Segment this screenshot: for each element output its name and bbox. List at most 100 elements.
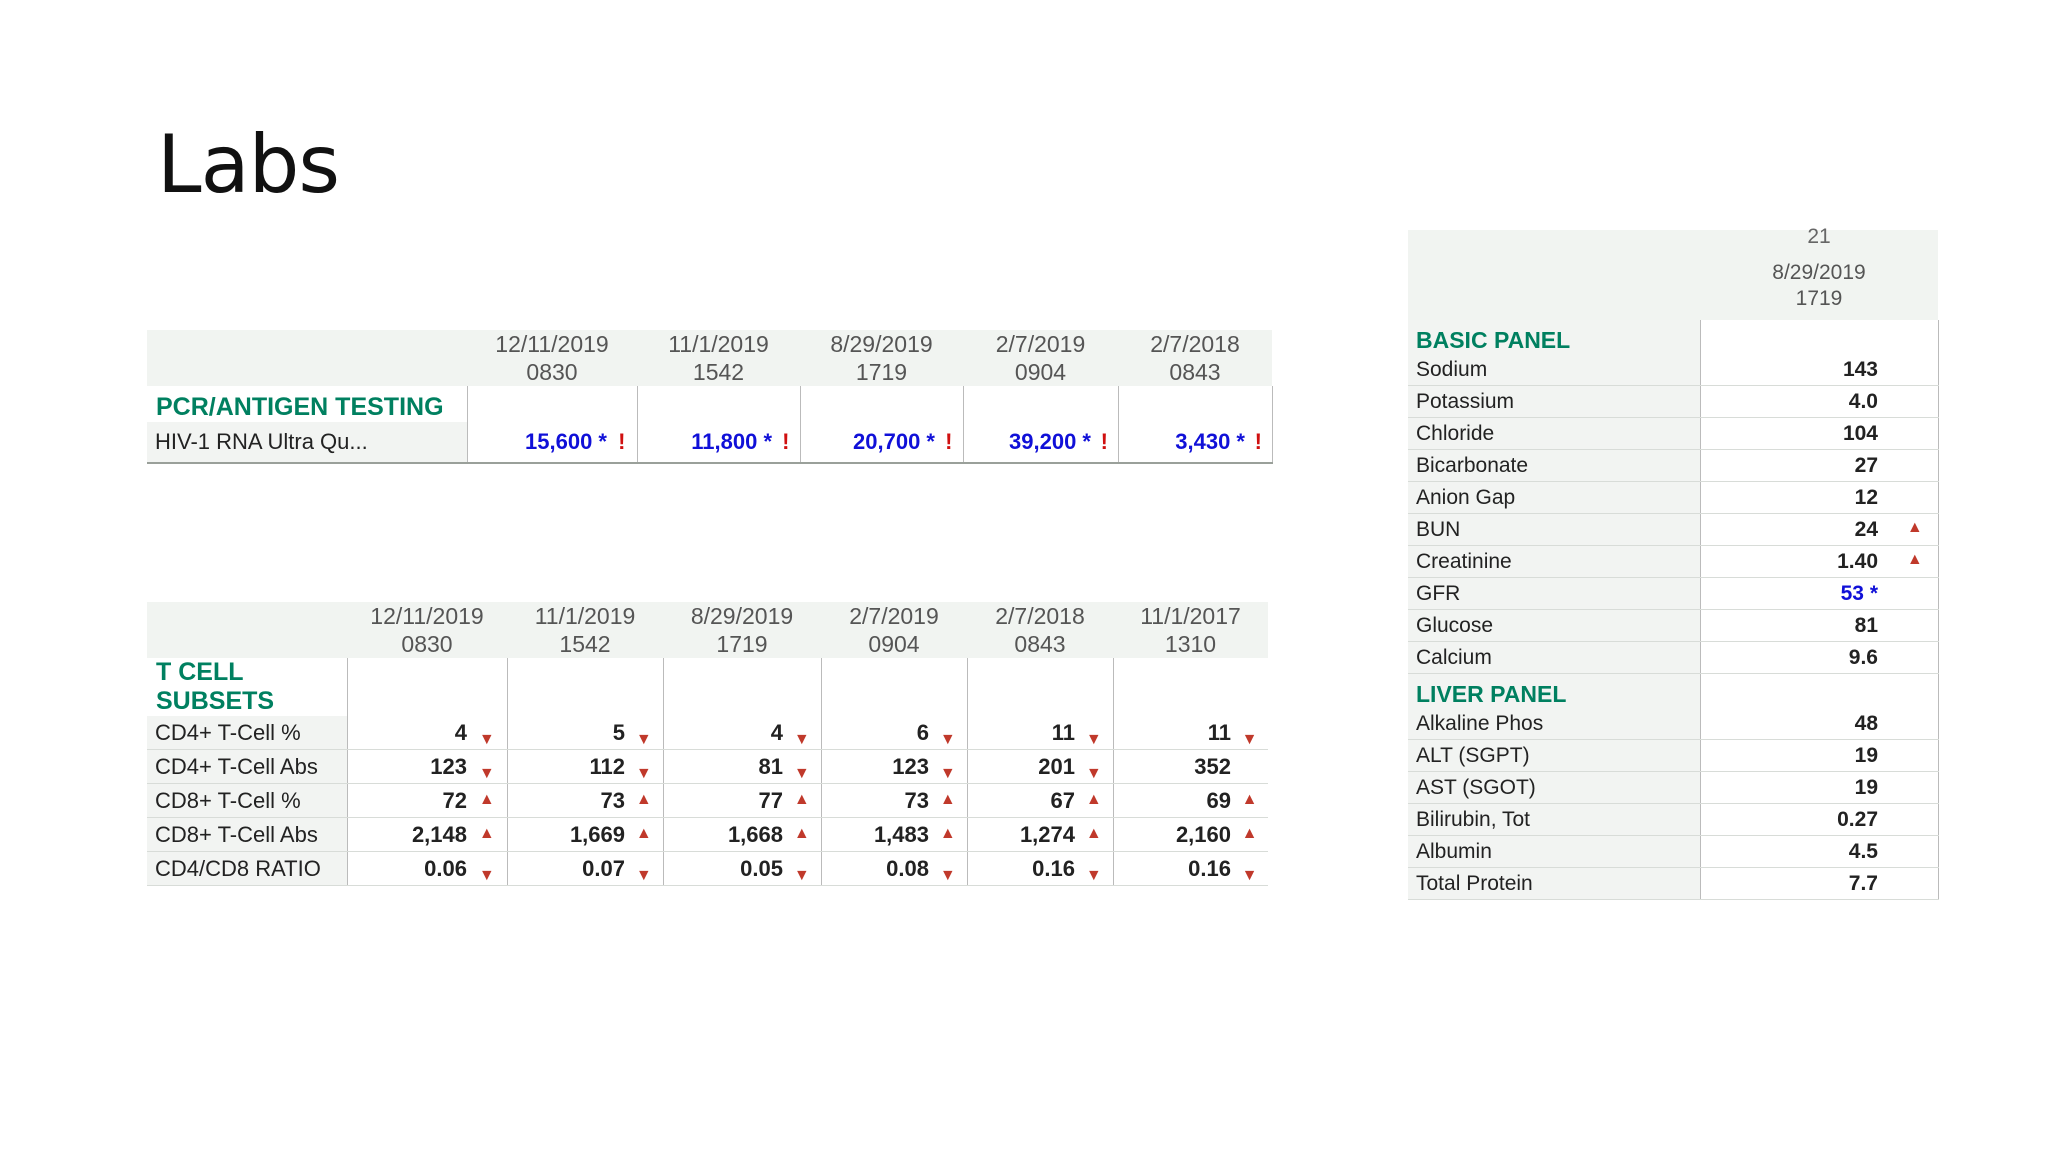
- value-cell[interactable]: 19: [1699, 739, 1892, 772]
- pcr-section-title: PCR/ANTIGEN TESTING: [147, 386, 467, 422]
- pcr-col-2: 11/1/2019 1542: [637, 330, 800, 386]
- row-label: Creatinine: [1408, 545, 1700, 578]
- row-label: CD8+ T-Cell Abs: [147, 817, 347, 852]
- value-cell[interactable]: 4: [662, 716, 783, 750]
- value-cell[interactable]: 1.40: [1699, 545, 1892, 578]
- table-row[interactable]: Bilirubin, Tot 0.27: [1408, 803, 1939, 836]
- value-cell[interactable]: 143: [1699, 354, 1892, 386]
- exclamation-icon: !: [1254, 429, 1262, 454]
- value-cell[interactable]: 69: [1112, 783, 1231, 818]
- table-row[interactable]: Chloride 104: [1408, 417, 1939, 450]
- value-cell[interactable]: 104: [1699, 417, 1892, 450]
- tcell-section-title: T CELL SUBSETS: [147, 658, 347, 716]
- table-row[interactable]: Total Protein 7.7: [1408, 867, 1939, 900]
- value-cell[interactable]: 5: [506, 716, 625, 750]
- exclamation-icon: !: [618, 429, 626, 454]
- value-cell[interactable]: 24: [1699, 513, 1892, 546]
- value-cell[interactable]: 15,600 *: [466, 422, 607, 464]
- value-cell[interactable]: 1,669: [506, 817, 625, 852]
- value-cell[interactable]: 77: [662, 783, 783, 818]
- value-cell[interactable]: 39,200 *: [962, 422, 1091, 464]
- value-cell[interactable]: 7.7: [1699, 867, 1892, 900]
- table-row[interactable]: Calcium 9.6: [1408, 641, 1939, 674]
- value-cell[interactable]: 4.5: [1699, 835, 1892, 868]
- value-cell[interactable]: 0.27: [1699, 803, 1892, 836]
- value-cell[interactable]: 53 *: [1699, 577, 1892, 610]
- pcr-col-1: 12/11/2019 0830: [467, 330, 637, 386]
- value-cell[interactable]: 112: [506, 749, 625, 784]
- table-row[interactable]: CD8+ T-Cell Abs 2,148 ▲ 1,669 ▲ 1,668 ▲ 1,483 ▲ 1…: [147, 817, 1268, 852]
- row-label: Glucose: [1408, 609, 1700, 642]
- table-row[interactable]: Creatinine 1.40 ▲: [1408, 545, 1939, 578]
- value-cell[interactable]: 3,430 *: [1117, 422, 1245, 464]
- table-row[interactable]: Glucose 81: [1408, 609, 1939, 642]
- table-row[interactable]: Potassium 4.0: [1408, 385, 1939, 418]
- value-cell[interactable]: 19: [1699, 771, 1892, 804]
- value-cell[interactable]: 48: [1699, 708, 1892, 740]
- value-cell[interactable]: 73: [820, 783, 929, 818]
- row-label: Calcium: [1408, 641, 1700, 674]
- chem-section-row: LIVER PANEL: [1408, 673, 1939, 708]
- value-cell[interactable]: 352: [1112, 749, 1231, 784]
- value-cell[interactable]: 2,160: [1112, 817, 1231, 852]
- triangle-up-icon: ▲: [635, 824, 652, 842]
- value-cell[interactable]: 72: [346, 783, 467, 818]
- value-cell[interactable]: 20,700 *: [799, 422, 935, 464]
- row-label: AST (SGOT): [1408, 771, 1700, 804]
- value-cell[interactable]: 4.0: [1699, 385, 1892, 418]
- table-row[interactable]: Sodium 143: [1408, 354, 1939, 386]
- value-cell[interactable]: 0.08: [820, 851, 929, 886]
- value-cell[interactable]: 12: [1699, 481, 1892, 514]
- table-row[interactable]: Albumin 4.5: [1408, 835, 1939, 868]
- slide-title: Labs: [157, 118, 340, 211]
- pcr-col-4: 2/7/2019 0904: [963, 330, 1118, 386]
- value-cell[interactable]: 73: [506, 783, 625, 818]
- value-cell[interactable]: 0.05: [662, 851, 783, 886]
- table-row[interactable]: HIV-1 RNA Ultra Qu... 15,600 * ! 11,800 …: [147, 422, 1273, 464]
- table-row[interactable]: CD8+ T-Cell % 72 ▲ 73 ▲ 77 ▲ 73 ▲ 67 ▲ 69 ▲: [147, 783, 1268, 818]
- table-row[interactable]: ALT (SGPT) 19: [1408, 739, 1939, 772]
- triangle-up-icon: ▲: [1241, 790, 1258, 808]
- tcell-col-4: 2/7/2019 0904: [821, 602, 967, 658]
- table-row[interactable]: AST (SGOT) 19: [1408, 771, 1939, 804]
- value-cell[interactable]: 123: [820, 749, 929, 784]
- value-cell[interactable]: 4: [346, 716, 467, 750]
- value-cell[interactable]: 6: [820, 716, 929, 750]
- value-cell[interactable]: 0.16: [966, 851, 1075, 886]
- value-cell[interactable]: 1,668: [662, 817, 783, 852]
- value-cell[interactable]: 81: [1699, 609, 1892, 642]
- triangle-up-icon: ▲: [939, 824, 956, 842]
- value-cell[interactable]: 0.16: [1112, 851, 1231, 886]
- triangle-down-icon: ▼: [1241, 866, 1258, 884]
- value-cell[interactable]: 67: [966, 783, 1075, 818]
- value-cell[interactable]: 11: [966, 716, 1075, 750]
- table-row[interactable]: BUN 24 ▲: [1408, 513, 1939, 546]
- value-cell[interactable]: 0.07: [506, 851, 625, 886]
- table-row[interactable]: GFR 53 *: [1408, 577, 1939, 610]
- table-row[interactable]: CD4+ T-Cell % 4 ▼ 5 ▼ 4 ▼ 6 ▼ 11 ▼ 11 ▼: [147, 716, 1268, 750]
- row-label: Sodium: [1408, 354, 1700, 386]
- value-cell[interactable]: 11: [1112, 716, 1231, 750]
- triangle-up-icon: ▲: [1241, 824, 1258, 842]
- value-cell[interactable]: 123: [346, 749, 467, 784]
- table-row[interactable]: Anion Gap 12: [1408, 481, 1939, 514]
- tcell-section-row: T CELL SUBSETS: [147, 658, 1268, 716]
- value-cell[interactable]: 1,274: [966, 817, 1075, 852]
- row-label: ALT (SGPT): [1408, 739, 1700, 772]
- table-row[interactable]: Alkaline Phos 48: [1408, 708, 1939, 740]
- triangle-up-icon: ▲: [635, 790, 652, 808]
- value-cell[interactable]: 2,148: [346, 817, 467, 852]
- tcell-col-3: 8/29/2019 1719: [663, 602, 821, 658]
- value-cell[interactable]: 201: [966, 749, 1075, 784]
- value-cell[interactable]: 9.6: [1699, 641, 1892, 674]
- table-row[interactable]: Bicarbonate 27: [1408, 449, 1939, 482]
- table-row[interactable]: CD4/CD8 RATIO 0.06 ▼ 0.07 ▼ 0.05 ▼ 0.08 ▼ 0.16 ▼ 0.…: [147, 851, 1268, 886]
- value-cell[interactable]: 11,800 *: [636, 422, 772, 464]
- row-label: Bicarbonate: [1408, 449, 1700, 482]
- table-row[interactable]: CD4+ T-Cell Abs 123 ▼ 112 ▼ 81 ▼ 123 ▼ 201 ▼ 352: [147, 749, 1268, 784]
- value-cell[interactable]: 27: [1699, 449, 1892, 482]
- value-cell[interactable]: 1,483: [820, 817, 929, 852]
- value-cell[interactable]: 81: [662, 749, 783, 784]
- triangle-up-icon: ▲: [1085, 824, 1102, 842]
- value-cell[interactable]: 0.06: [346, 851, 467, 886]
